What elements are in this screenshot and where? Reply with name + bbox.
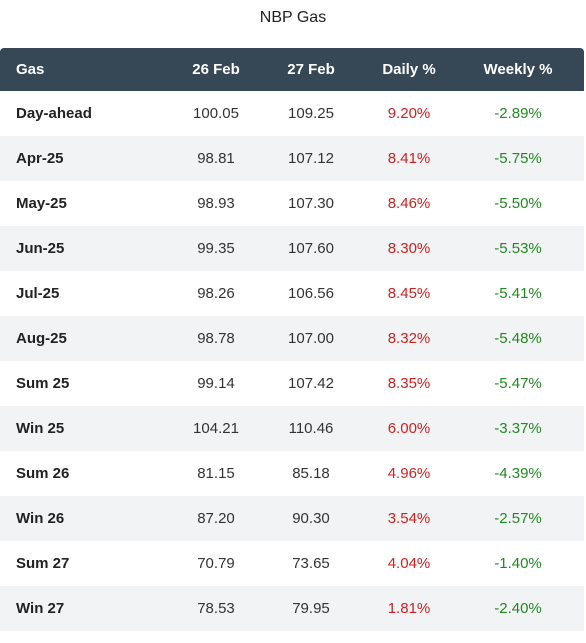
cell-weekly-change: -2.89% — [494, 105, 542, 122]
cell-27-feb: 107.60 — [288, 240, 334, 257]
cell-daily-change: 8.41% — [387, 150, 431, 167]
gas-price-table: Gas 26 Feb 27 Feb Daily % Weekly % Day-a… — [0, 48, 584, 631]
cell-daily-change: 9.20% — [387, 105, 431, 122]
column-header-daily: Daily % — [382, 61, 436, 78]
cell-weekly-change: -5.47% — [494, 375, 542, 392]
page-title: NBP Gas — [259, 9, 327, 26]
cell-26-feb: 70.79 — [197, 555, 235, 572]
cell-gas: Aug-25 — [16, 330, 67, 347]
cell-weekly-change: -2.57% — [494, 510, 542, 527]
cell-weekly-change: -5.48% — [494, 330, 542, 347]
table-row: Aug-25 98.78 107.00 8.32% -5.48% — [0, 316, 584, 361]
column-header-26-feb: 26 Feb — [192, 61, 240, 78]
cell-weekly-change: -5.50% — [494, 195, 542, 212]
cell-26-feb: 98.26 — [197, 285, 235, 302]
cell-gas: May-25 — [16, 195, 67, 212]
cell-27-feb: 107.30 — [288, 195, 334, 212]
table-row: May-25 98.93 107.30 8.46% -5.50% — [0, 181, 584, 226]
cell-27-feb: 109.25 — [288, 105, 334, 122]
cell-weekly-change: -5.41% — [494, 285, 542, 302]
column-header-27-feb: 27 Feb — [287, 61, 335, 78]
cell-weekly-change: -5.75% — [494, 150, 542, 167]
column-header-gas: Gas — [16, 61, 45, 78]
cell-daily-change: 4.04% — [387, 555, 431, 572]
table-row: Sum 25 99.14 107.42 8.35% -5.47% — [0, 361, 584, 406]
table-row: Win 27 78.53 79.95 1.81% -2.40% — [0, 586, 584, 631]
cell-daily-change: 8.30% — [387, 240, 431, 257]
cell-gas: Sum 27 — [16, 555, 70, 572]
table-body: Day-ahead 100.05 109.25 9.20% -2.89% Apr-25 98… — [0, 91, 584, 631]
cell-daily-change: 8.46% — [387, 195, 431, 212]
cell-weekly-change: -5.53% — [494, 240, 542, 257]
column-header-weekly: Weekly % — [483, 61, 553, 78]
table-row: Sum 27 70.79 73.65 4.04% -1.40% — [0, 541, 584, 586]
cell-27-feb: 106.56 — [288, 285, 334, 302]
cell-weekly-change: -4.39% — [494, 465, 542, 482]
table-row: Jun-25 99.35 107.60 8.30% -5.53% — [0, 226, 584, 271]
cell-27-feb: 110.46 — [288, 420, 334, 437]
cell-gas: Win 26 — [16, 510, 65, 527]
cell-gas: Sum 26 — [16, 465, 70, 482]
table-row: Sum 26 81.15 85.18 4.96% -4.39% — [0, 451, 584, 496]
cell-26-feb: 78.53 — [197, 600, 235, 617]
cell-26-feb: 98.78 — [197, 330, 235, 347]
cell-26-feb: 99.35 — [197, 240, 235, 257]
cell-27-feb: 90.30 — [292, 510, 330, 527]
cell-26-feb: 87.20 — [197, 510, 235, 527]
cell-27-feb: 79.95 — [292, 600, 330, 617]
cell-weekly-change: -1.40% — [494, 555, 542, 572]
cell-daily-change: 1.81% — [387, 600, 431, 617]
cell-weekly-change: -3.37% — [494, 420, 542, 437]
cell-27-feb: 73.65 — [292, 555, 330, 572]
cell-27-feb: 85.18 — [292, 465, 330, 482]
cell-daily-change: 3.54% — [387, 510, 431, 527]
cell-gas: Jul-25 — [16, 285, 60, 302]
table-header: Gas 26 Feb 27 Feb Daily % Weekly % — [0, 48, 584, 91]
table-row: Apr-25 98.81 107.12 8.41% -5.75% — [0, 136, 584, 181]
cell-27-feb: 107.12 — [288, 150, 334, 167]
table-row: Win 25 104.21 110.46 6.00% -3.37% — [0, 406, 584, 451]
cell-26-feb: 81.15 — [197, 465, 235, 482]
cell-gas: Win 25 — [16, 420, 65, 437]
cell-26-feb: 104.21 — [193, 420, 239, 437]
cell-gas: Day-ahead — [16, 105, 92, 122]
cell-gas: Sum 25 — [16, 375, 70, 392]
cell-weekly-change: -2.40% — [494, 600, 542, 617]
cell-26-feb: 100.05 — [193, 105, 239, 122]
cell-27-feb: 107.42 — [288, 375, 334, 392]
table-row: Jul-25 98.26 106.56 8.45% -5.41% — [0, 271, 584, 316]
cell-daily-change: 6.00% — [387, 420, 431, 437]
cell-daily-change: 8.32% — [387, 330, 431, 347]
cell-daily-change: 8.45% — [387, 285, 431, 302]
cell-daily-change: 4.96% — [387, 465, 431, 482]
table-row: Win 26 87.20 90.30 3.54% -2.57% — [0, 496, 584, 541]
cell-27-feb: 107.00 — [288, 330, 334, 347]
cell-gas: Win 27 — [16, 600, 65, 617]
cell-26-feb: 98.81 — [197, 150, 235, 167]
table-row: Day-ahead 100.05 109.25 9.20% -2.89% — [0, 91, 584, 136]
cell-daily-change: 8.35% — [387, 375, 431, 392]
cell-gas: Apr-25 — [16, 150, 64, 167]
cell-26-feb: 99.14 — [197, 375, 235, 392]
cell-26-feb: 98.93 — [197, 195, 235, 212]
cell-gas: Jun-25 — [16, 240, 65, 257]
